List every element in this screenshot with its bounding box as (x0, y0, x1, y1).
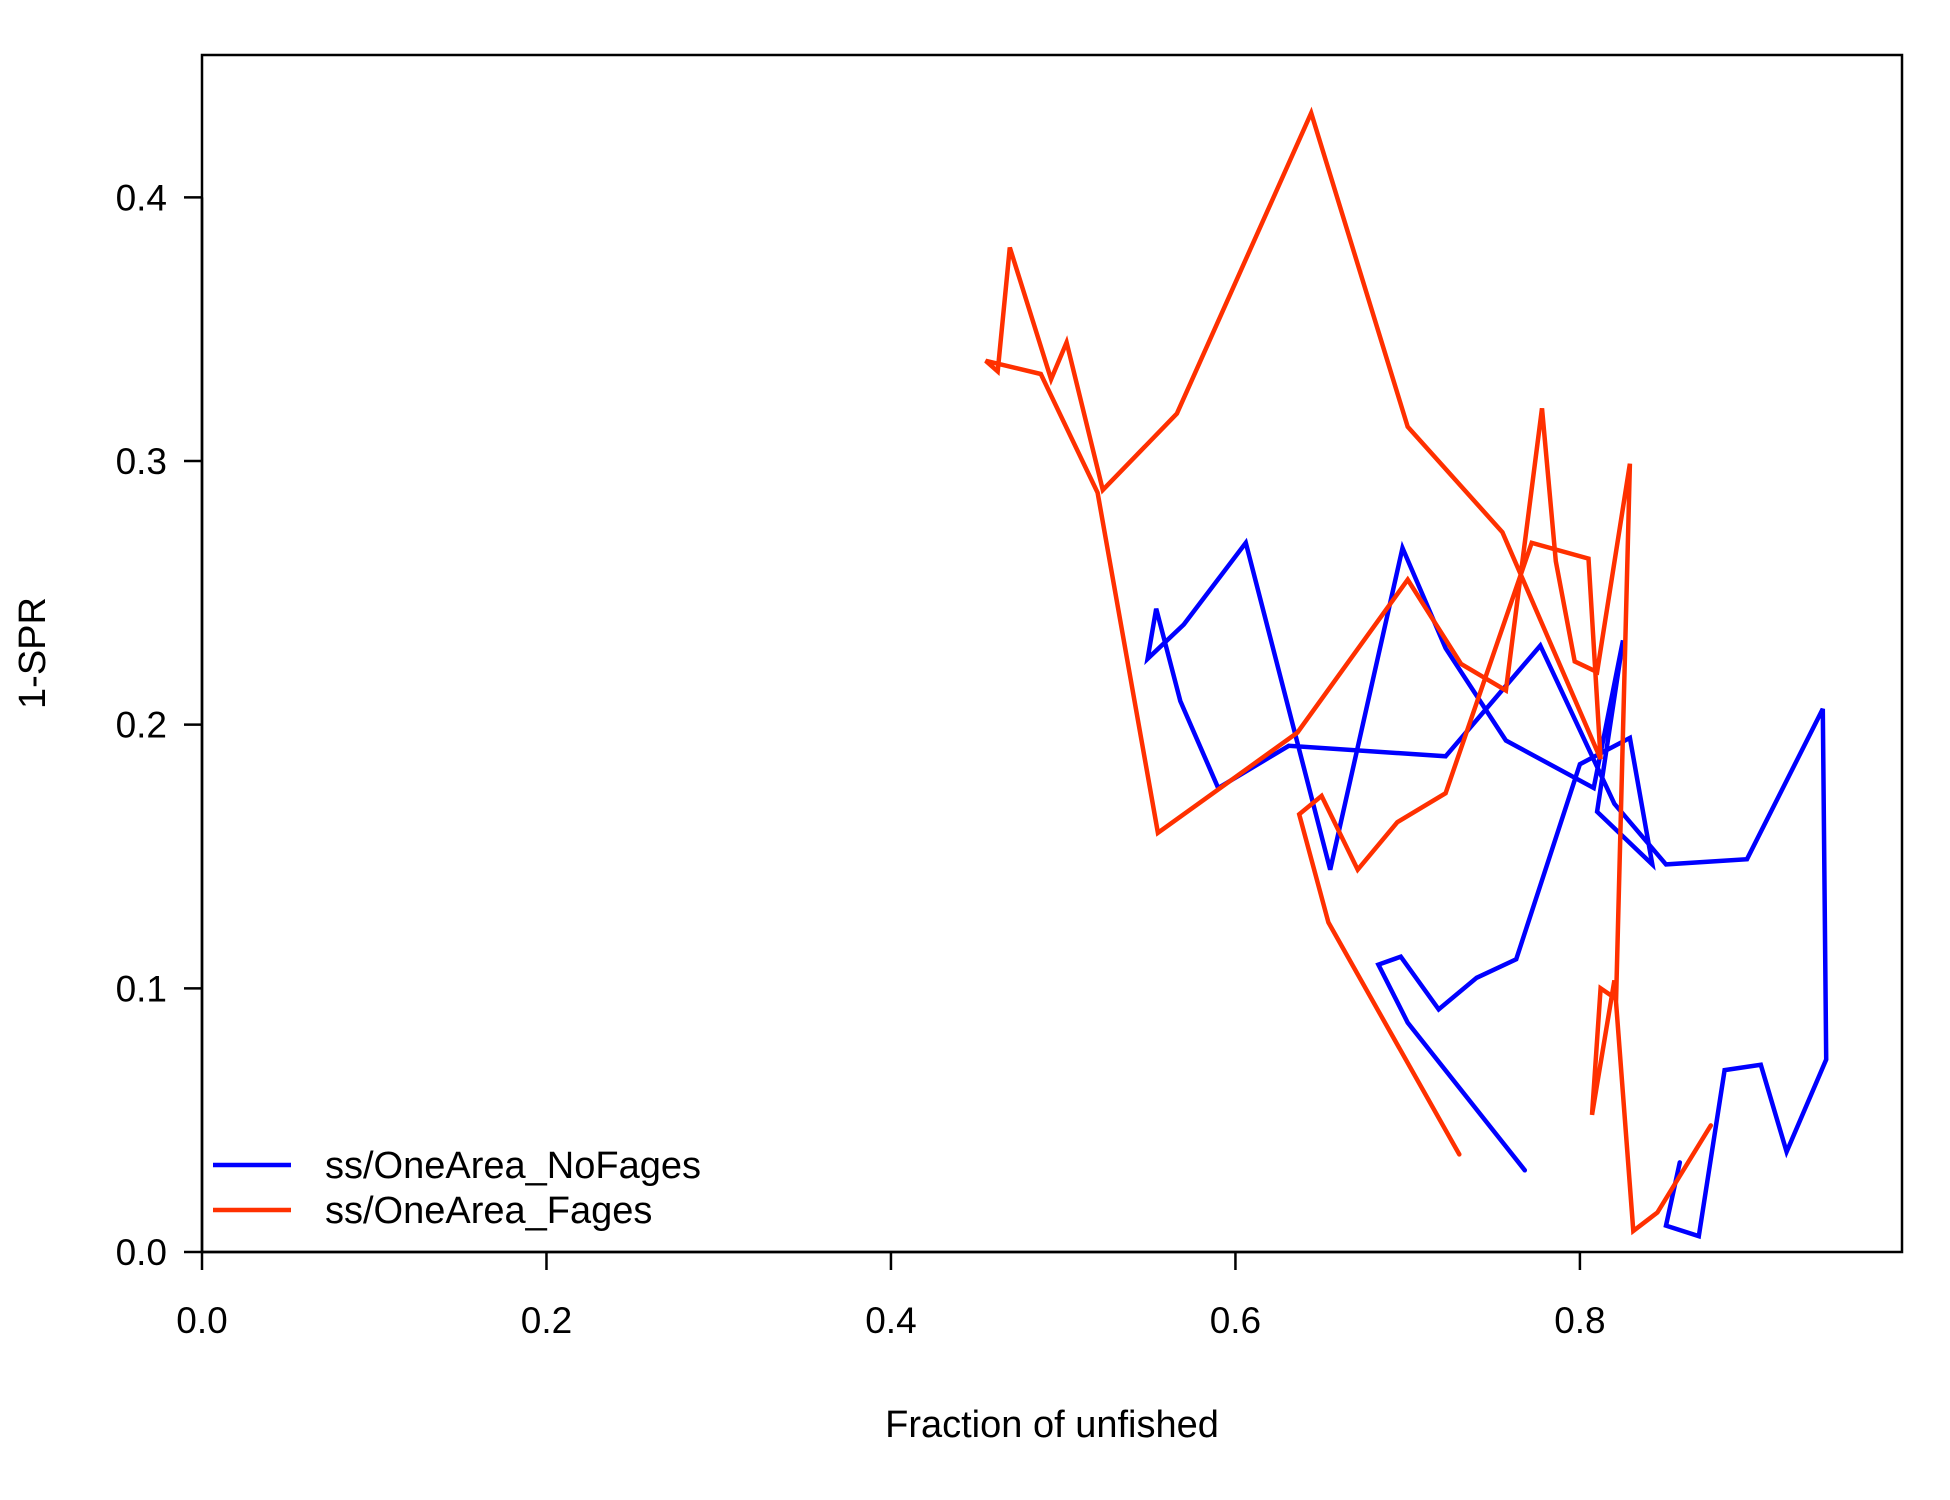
series-line-1 (1144, 537, 1829, 1240)
y-tick-label: 0.3 (116, 441, 167, 482)
y-axis-label: 1-SPR (12, 597, 54, 709)
y-tick-label: 0.1 (116, 968, 167, 1009)
series-layer (984, 106, 1829, 1240)
x-axis-label: Fraction of unfished (885, 1404, 1219, 1446)
y-axis: 0.0 0.1 0.2 0.3 0.4 (116, 177, 204, 1273)
legend-label-1: ss/OneArea_NoFages (325, 1145, 701, 1187)
x-axis: 0.0 0.2 0.4 0.6 0.8 (176, 1250, 1606, 1341)
y-tick-label: 0.4 (116, 177, 167, 218)
x-tick-label: 0.6 (1210, 1300, 1261, 1341)
series-line-2 (984, 106, 1714, 1236)
x-tick-label: 0.0 (176, 1300, 227, 1341)
x-tick-label: 0.4 (865, 1300, 916, 1341)
y-tick-label: 0.0 (116, 1232, 167, 1273)
x-tick-label: 0.8 (1554, 1300, 1605, 1341)
x-tick-label: 0.2 (521, 1300, 572, 1341)
plot-frame (200, 53, 1904, 1254)
legend-label-2: ss/OneArea_Fages (325, 1190, 652, 1232)
y-tick-label: 0.2 (116, 705, 167, 746)
